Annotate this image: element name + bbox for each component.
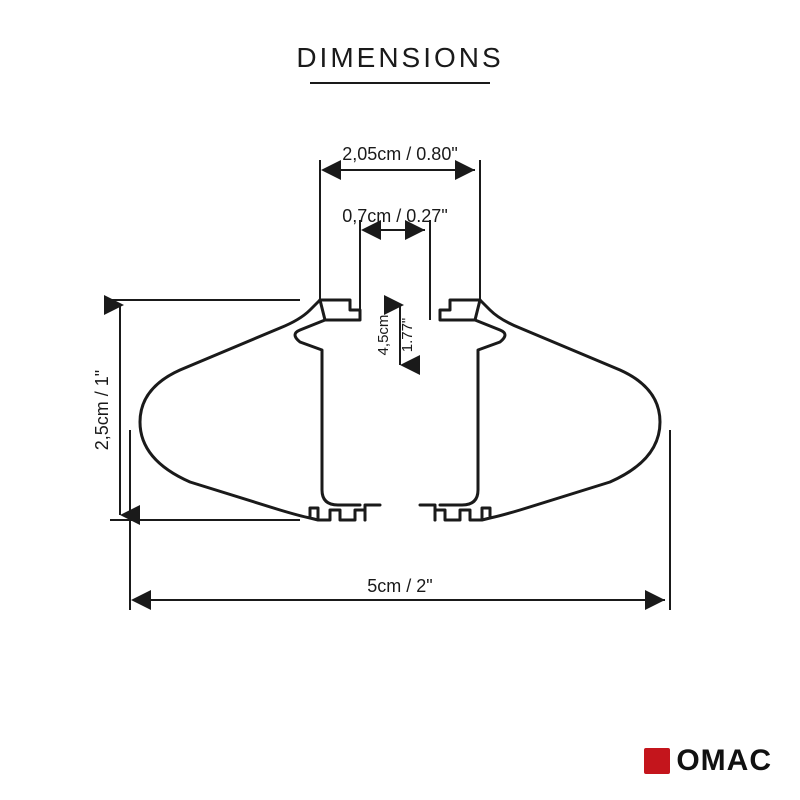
brand-logo-text: OMAC [676, 744, 772, 778]
label-top-inner-width: 0,7cm / 0.27" [342, 206, 447, 226]
dimension-diagram: 5cm / 2" 2,5cm / 1" 2,05cm / 0.80" 0,7cm… [0, 110, 800, 680]
brand-logo: OMAC [644, 744, 772, 778]
label-slot-depth-cm: 4,5cm [375, 315, 392, 356]
brand-logo-square [644, 748, 670, 774]
label-slot-depth-in: 1.77" [399, 318, 416, 353]
dimension-arrows [120, 170, 665, 600]
label-overall-width: 5cm / 2" [367, 576, 432, 596]
label-overall-height: 2,5cm / 1" [92, 370, 112, 450]
title-underline [310, 82, 490, 84]
page-title: DIMENSIONS [0, 42, 800, 74]
dimension-labels: 5cm / 2" 2,5cm / 1" 2,05cm / 0.80" 0,7cm… [92, 144, 458, 596]
label-top-outer-width: 2,05cm / 0.80" [342, 144, 457, 164]
extension-lines [110, 160, 670, 610]
